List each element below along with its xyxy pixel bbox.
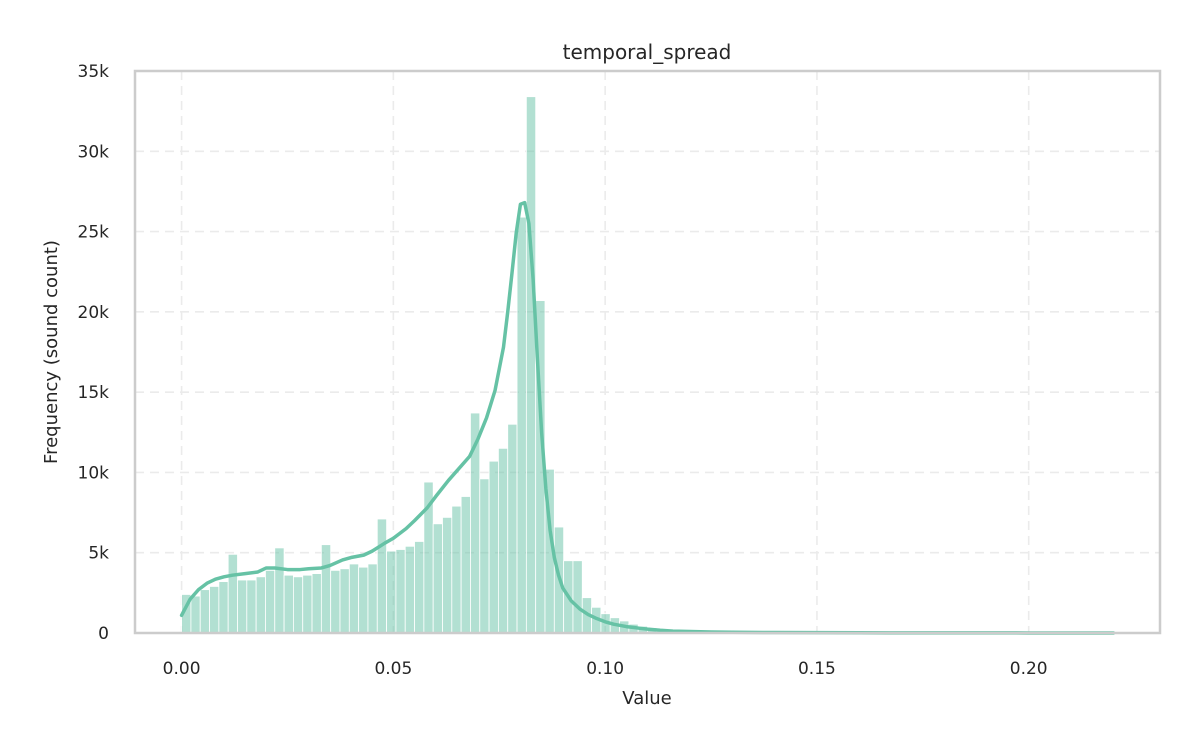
y-tick-label: 15k xyxy=(78,383,110,403)
y-tick-label: 30k xyxy=(78,142,110,162)
grid-lines xyxy=(135,71,1160,633)
histogram-bar xyxy=(414,541,425,634)
histogram-bar xyxy=(358,566,369,634)
histogram-bar xyxy=(348,563,360,634)
chart-title: temporal_spread xyxy=(563,40,732,64)
histogram-bar xyxy=(265,569,276,634)
histogram-bar xyxy=(227,553,238,634)
histogram-bar xyxy=(209,586,220,634)
histogram-bar xyxy=(525,96,537,634)
y-tick-label: 25k xyxy=(78,223,110,243)
histogram-bar xyxy=(237,579,248,634)
histogram-bar xyxy=(218,581,229,634)
x-tick-label: 0.00 xyxy=(163,659,201,679)
histogram-bar xyxy=(386,550,397,634)
histogram-bar xyxy=(283,574,294,634)
x-axis-label: Value xyxy=(622,688,671,709)
y-tick-label: 10k xyxy=(78,463,110,483)
histogram-bar xyxy=(572,560,583,634)
y-tick-label: 20k xyxy=(78,303,110,323)
histogram-bar xyxy=(302,574,313,634)
histogram-bar xyxy=(376,518,387,634)
histogram-bar xyxy=(255,576,266,634)
histogram-bar xyxy=(516,216,527,634)
y-tick-label: 35k xyxy=(78,62,110,82)
y-axis-label: Frequency (sound count) xyxy=(41,240,62,464)
x-tick-label: 0.05 xyxy=(374,659,412,679)
x-tick-label: 0.20 xyxy=(1010,659,1048,679)
histogram-bar xyxy=(320,544,332,634)
histogram-bar xyxy=(367,563,378,634)
x-tick-label: 0.10 xyxy=(586,659,624,679)
histogram-bar xyxy=(479,478,490,634)
histogram-bar xyxy=(432,523,443,634)
kde-curve xyxy=(179,200,1116,635)
histogram-bar xyxy=(339,568,350,634)
x-axis-ticks: 0.00 0.05 0.10 0.15 0.20 xyxy=(163,659,1048,679)
histogram-bar xyxy=(274,547,285,634)
histogram-bar xyxy=(395,549,406,634)
y-tick-label: 0 xyxy=(98,624,109,644)
histogram-bar xyxy=(190,595,201,634)
histogram-bar xyxy=(442,516,453,634)
histogram-bar xyxy=(199,589,210,634)
histogram-bar xyxy=(488,460,499,634)
histogram-bar xyxy=(330,569,341,634)
histogram-bar xyxy=(404,545,415,634)
histogram-bar xyxy=(246,579,257,634)
plot-frame xyxy=(133,69,1162,635)
x-tick-label: 0.15 xyxy=(798,659,836,679)
y-tick-label: 5k xyxy=(88,544,109,564)
histogram-bar xyxy=(507,423,518,634)
histogram-bar xyxy=(498,447,509,634)
histogram-bar xyxy=(311,573,322,634)
histogram-bar xyxy=(460,496,471,634)
histogram-bar xyxy=(293,576,304,634)
y-axis-ticks: 0 5k 10k 15k 20k 25k 30k 35k xyxy=(78,62,110,644)
histogram-bar xyxy=(451,505,462,634)
